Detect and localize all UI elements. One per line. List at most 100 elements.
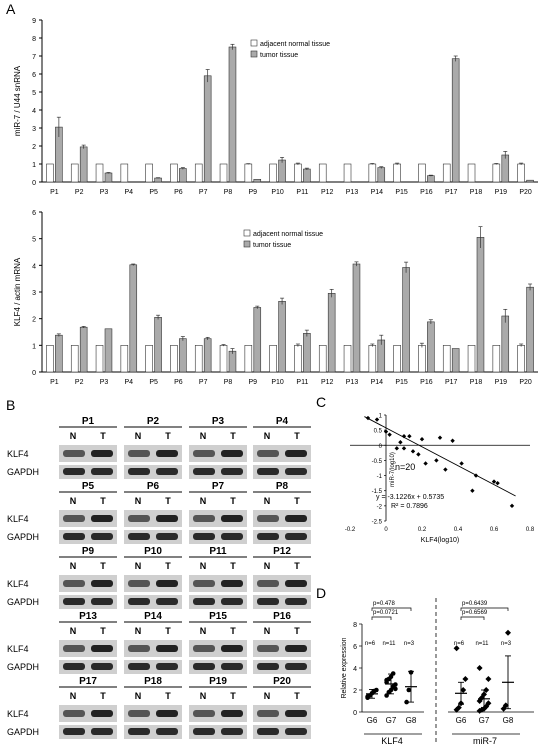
bar-adjacent	[120, 163, 129, 183]
blot-band-gapdh	[128, 533, 150, 540]
scatter-point	[401, 446, 407, 451]
group-sample-size: n=6	[365, 641, 376, 647]
blot-band-gapdh	[257, 598, 279, 605]
x-tick-label: P7	[199, 189, 208, 196]
blot-row-label-gapdh: GAPDH	[7, 727, 39, 737]
blot-patient-label: P16	[273, 611, 291, 622]
blot-patient-label: P12	[273, 546, 291, 557]
data-point	[384, 677, 389, 683]
blot-band-gapdh	[91, 598, 113, 605]
data-point	[462, 676, 469, 682]
blot-band-gapdh	[156, 533, 178, 540]
x-tick-label: P9	[249, 379, 258, 386]
bar-adjacent	[70, 163, 79, 183]
blot-patient-label: P4	[276, 416, 289, 427]
lane-label-t: T	[165, 496, 171, 506]
scatter-point	[423, 461, 428, 466]
legend-swatch-tumor	[243, 240, 251, 248]
x-tick-label: P10	[271, 189, 284, 196]
lane-label-t: T	[165, 561, 171, 571]
blot-band-gapdh	[193, 468, 215, 475]
bar-adjacent	[467, 345, 476, 373]
x-tick-label: P4	[125, 189, 134, 196]
bar-adjacent	[194, 345, 203, 373]
x-tick-label: P13	[346, 379, 359, 386]
lane-label-n: N	[200, 496, 207, 506]
blot-band-gapdh	[156, 468, 178, 475]
lane-label-t: T	[294, 561, 300, 571]
blot-band-gapdh	[285, 468, 307, 475]
bar-adjacent	[442, 345, 451, 373]
blot-band-klf4	[156, 515, 178, 522]
y-axis-label: KLF4 / actin mRNA	[13, 257, 22, 326]
x-tick-label: P18	[470, 189, 483, 196]
data-point	[485, 676, 492, 682]
lane-label-n: N	[200, 431, 207, 441]
blot-strip-klf4	[189, 510, 247, 527]
blot-band-gapdh	[91, 728, 113, 735]
blot-band-gapdh	[193, 533, 215, 540]
bar-adjacent	[170, 163, 178, 183]
blot-band-gapdh	[221, 728, 243, 735]
blot-band-klf4	[91, 515, 113, 522]
blot-band-klf4	[193, 450, 215, 457]
lane-label-n: N	[135, 561, 142, 571]
y-tick-label: 1	[32, 162, 36, 169]
data-point	[485, 700, 492, 707]
scatter-point	[459, 461, 464, 466]
blot-band-klf4	[156, 710, 178, 717]
blot-band-klf4	[221, 515, 243, 522]
y-tick-label: 6	[32, 72, 36, 79]
x-tick-label: P14	[371, 189, 384, 196]
blot-band-klf4	[221, 450, 243, 457]
blot-band-klf4	[156, 580, 178, 587]
blot-band-gapdh	[156, 728, 178, 735]
blot-band-gapdh	[285, 533, 307, 540]
y-tick-label: 3	[32, 290, 36, 297]
bar-adjacent	[492, 163, 501, 183]
blot-strip-klf4	[124, 640, 182, 657]
blot-band-gapdh	[221, 533, 243, 540]
blot-strip-klf4	[59, 640, 117, 657]
mir7-bar-chart: 0 1 2 3 4 5 6 7 8 9 miR-7 / U44 snRNA P1 P2 P3 P4 P5 P6 P…	[13, 18, 538, 196]
data-point	[453, 645, 460, 652]
bar-adjacent	[244, 163, 253, 183]
blot-band-gapdh	[91, 663, 113, 670]
bar-tumor	[427, 321, 435, 373]
lane-label-t: T	[100, 496, 106, 506]
blot-band-klf4	[221, 580, 243, 587]
blot-band-klf4	[257, 450, 279, 457]
y-axis-label: Relative expression	[341, 637, 348, 698]
blot-patient-label: P17	[79, 676, 97, 687]
scatter-point	[365, 415, 371, 421]
x-tick-label: 0.4	[454, 527, 463, 533]
group-expression-plot: 0 2 4 6 8 Relative expression G6 n=6 G7 n=11 G8 n=3…	[341, 598, 534, 746]
western-blot-grid: KLF4 GAPDH P1 N T P2 N T P3 N T P4 N T KLF4 GAPDH P5 N T P6…	[7, 416, 311, 739]
y-tick-label: 7	[32, 54, 36, 61]
bar-adjacent	[194, 163, 203, 183]
blot-band-gapdh	[221, 598, 243, 605]
blot-row-label-gapdh: GAPDH	[7, 467, 39, 477]
blot-band-klf4	[91, 710, 113, 717]
p-value-label: p=0.6569	[462, 610, 488, 616]
lane-label-n: N	[264, 561, 271, 571]
bar-tumor	[377, 167, 386, 183]
sample-size-label: n=20	[395, 462, 415, 472]
blot-band-klf4	[285, 710, 307, 717]
y-tick-label: 6	[32, 210, 36, 217]
y-tick-label: 1	[379, 414, 383, 420]
y-tick-label: 4	[32, 108, 36, 115]
blot-band-klf4	[193, 645, 215, 652]
scatter-point	[495, 480, 500, 486]
y-tick-label: 2	[353, 688, 357, 695]
lane-label-n: N	[135, 496, 142, 506]
blot-band-klf4	[91, 450, 113, 457]
bar-tumor	[278, 159, 286, 183]
lane-label-n: N	[70, 431, 77, 441]
lane-label-n: N	[135, 691, 142, 701]
blot-band-gapdh	[128, 468, 150, 475]
lane-label-n: N	[264, 626, 271, 636]
data-point	[406, 687, 412, 693]
gene-label-mir7: miR-7	[473, 736, 497, 746]
